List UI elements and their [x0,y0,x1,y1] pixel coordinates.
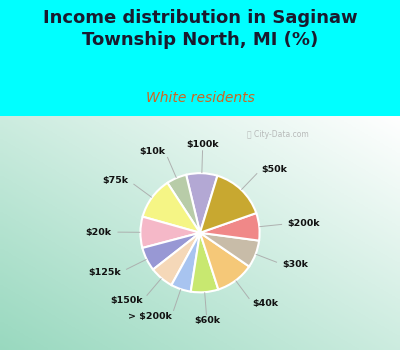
Wedge shape [191,233,218,292]
Text: $60k: $60k [194,316,220,325]
Text: $200k: $200k [288,219,320,228]
Text: $10k: $10k [139,147,165,156]
Text: $20k: $20k [86,228,112,237]
Text: $125k: $125k [88,267,121,276]
Wedge shape [186,173,218,233]
Text: White residents: White residents [146,91,254,105]
Wedge shape [200,176,256,233]
Text: $75k: $75k [103,176,129,185]
Wedge shape [140,217,200,248]
Text: Income distribution in Saginaw
Township North, MI (%): Income distribution in Saginaw Township … [43,9,357,49]
Text: ⓘ City-Data.com: ⓘ City-Data.com [247,130,308,139]
Wedge shape [153,233,200,285]
Text: $150k: $150k [110,295,143,304]
Wedge shape [142,233,200,270]
Wedge shape [172,233,200,292]
Wedge shape [200,213,260,241]
Wedge shape [143,183,200,233]
Text: > $200k: > $200k [128,312,172,321]
Text: $40k: $40k [253,299,279,308]
Text: $30k: $30k [282,260,308,269]
Wedge shape [200,233,249,289]
Wedge shape [168,175,200,233]
Text: $100k: $100k [186,140,219,149]
Text: $50k: $50k [261,164,287,174]
Wedge shape [200,233,259,266]
